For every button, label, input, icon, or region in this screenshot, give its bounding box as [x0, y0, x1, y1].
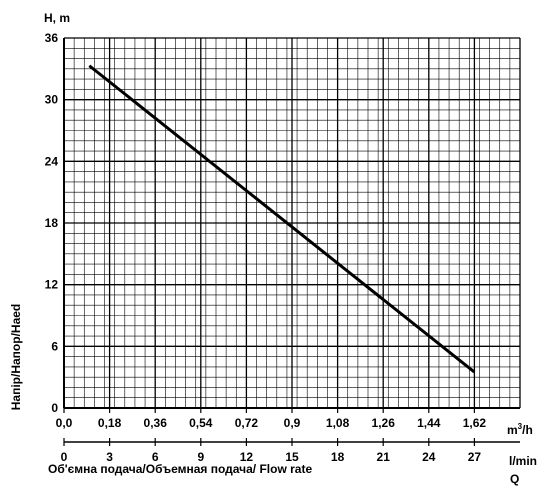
x-top-tick-label: 1,26 [372, 416, 396, 430]
x-symbol: Q [510, 472, 519, 486]
y-tick-label: 30 [45, 93, 59, 107]
y-tick-label: 0 [51, 401, 58, 415]
x-units-top: m3/h [507, 422, 533, 437]
y-tick-label: 12 [45, 278, 59, 292]
y-tick-labels: 0 6 12 18 24 30 36 [45, 31, 59, 415]
x-bottom-tick-label: 6 [152, 450, 159, 464]
x-bottom-tick-label: 0 [61, 450, 68, 464]
x-top-tick-label: 0,72 [235, 416, 259, 430]
x-bottom-tick-label: 15 [285, 450, 299, 464]
x-top-tick-label: 0,18 [98, 416, 122, 430]
y-tick-label: 18 [45, 216, 59, 230]
y-axis-title: H, m [44, 11, 70, 25]
x-top-tick-label: 1,62 [463, 416, 487, 430]
series-line-0 [88, 64, 476, 374]
x-top-tick-label: 0,0 [56, 416, 73, 430]
x-top-tick-label: 0,54 [189, 416, 213, 430]
y-tick-label: 24 [45, 154, 59, 168]
x-units-bottom: l/min [509, 454, 537, 468]
x-axis-label: Об'ємна подача/Объемная подача/ Flow rat… [48, 462, 312, 476]
x-top-tick-label: 1,44 [417, 416, 441, 430]
y-axis-label: Напір/Напор/Наed [9, 304, 23, 411]
x-top-tick-label: 0,36 [144, 416, 168, 430]
x-bottom-tick-label: 27 [468, 450, 482, 464]
y-tick-label: 36 [45, 31, 59, 45]
y-tick-label: 6 [51, 339, 58, 353]
x-bottom-tick-labels: 0 3 6 9 12 15 18 21 24 27 [61, 438, 482, 464]
x-top-tick-label: 1,08 [326, 416, 350, 430]
x-bottom-tick-label: 24 [422, 450, 436, 464]
x-bottom-tick-label: 3 [106, 450, 113, 464]
x-bottom-tick-label: 9 [197, 450, 204, 464]
x-bottom-tick-label: 12 [240, 450, 254, 464]
x-bottom-tick-label: 18 [331, 450, 345, 464]
x-top-tick-label: 0,9 [284, 416, 301, 430]
x-bottom-tick-label: 21 [377, 450, 391, 464]
series-layer [88, 64, 476, 374]
x-top-tick-labels: 0,0 0,18 0,36 0,54 0,72 0,9 1,08 1,26 1,44 1,62 [56, 408, 487, 430]
